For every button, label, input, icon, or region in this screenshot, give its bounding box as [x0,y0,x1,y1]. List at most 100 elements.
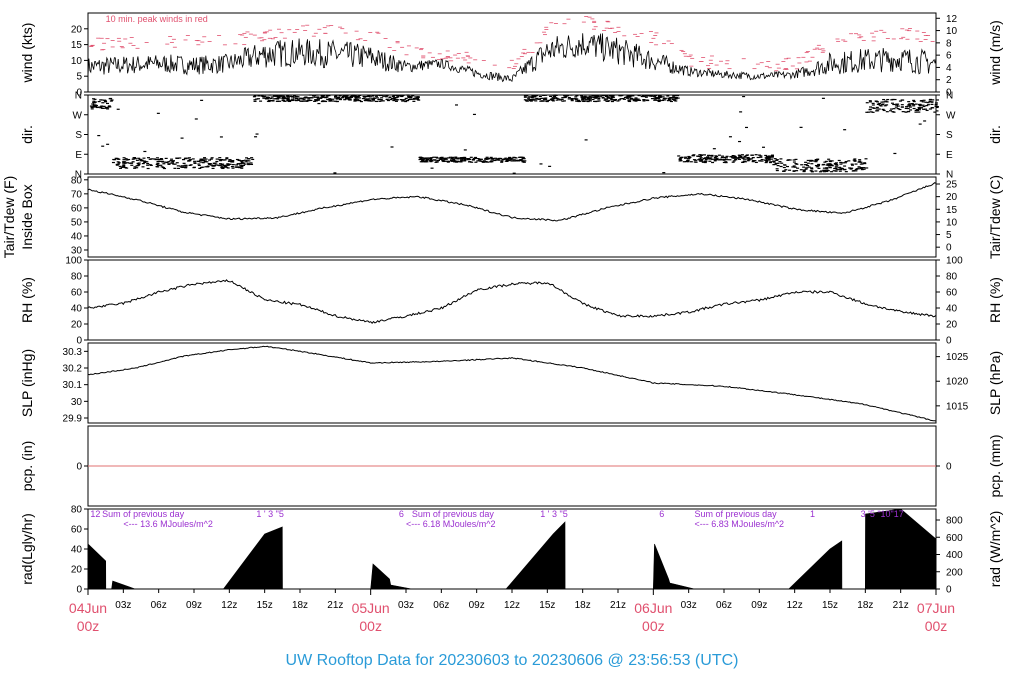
ytick-label-right: 0 [946,243,952,254]
ylabel-right: rad (W/m^2) [987,511,1003,588]
ytick-label-left: 70 [71,189,83,200]
ylabel-left: Tair/Tdew (F) [1,176,17,258]
ytick-label-right: 10 [946,26,958,37]
rad-annotation: 12 [90,509,100,519]
ytick-label-left: 0 [76,585,82,596]
x-day-hour-label: 00z [642,618,665,634]
chart-title: UW Rooftop Data for 20230603 to 20230606… [286,652,739,669]
ytick-label-left: 30.1 [63,380,83,391]
ylabel-right: dir. [987,125,1003,144]
rad-annotation: <--- 13.6 MJoules/m^2 [123,519,213,529]
ytick-label-left: 30 [71,245,83,256]
x-day-hour-label: 00z [925,618,948,634]
panel-temp: Tair/Tdew (F) Inside Box Tair/Tdew (C) 30 40… [1,175,1003,259]
ytick-label-left: 60 [71,525,83,536]
x-tick-label: 03z [115,600,131,611]
series-wind [87,33,937,83]
ytick-label-right: 0 [946,462,952,473]
ytick-label-right: 12 [946,14,958,25]
x-tick-label: 15z [257,600,273,611]
rad-annotation: 1 ' 3 "5 [540,509,567,519]
rad-annotation: <--- 6.18 MJoules/m^2 [406,519,496,529]
ytick-label-right: 600 [946,533,963,544]
ytick-label-right: 25 [946,180,958,191]
x-tick-label: 09z [469,600,485,611]
ytick-label-left: 5 [76,72,82,83]
ytick-label-left: 10 [71,56,83,67]
x-tick-label: 18z [857,600,873,611]
x-axis: 03z 06z 09z 12z 15z 18z 21z 03z 06z 09z 12z 15z 18z 2… [69,589,955,634]
x-day-label: 04Jun [69,600,107,616]
ytick-label-left: 100 [65,256,82,267]
ylabel-left: Inside Box [19,184,35,249]
panel-frame [87,176,937,258]
ylabel-left: wind (kts) [19,23,35,84]
ytick-label-left: 30.2 [63,364,83,375]
x-day-hour-label: 00z [359,618,382,634]
series-rad [87,508,937,590]
panel-frame [87,259,937,341]
ytick-label-left: 20 [71,24,83,35]
ytick-label-left: 80 [71,175,83,186]
ytick-label-right: N [946,170,953,181]
ytick-label-right: 80 [946,272,958,283]
ytick-label-right: E [946,150,953,161]
panel-dir: dir. dir.N NE ES SW WN N [19,91,1003,181]
ytick-label-right: 8 [946,38,952,49]
ytick-label-left: 30 [71,397,83,408]
ytick-label-right: 100 [946,256,963,267]
rad-annotation: 1 ' 3 "5 [256,509,283,519]
ylabel-left: pcp. (in) [19,441,35,492]
wind-annotation: 10 min. peak winds in red [106,14,208,24]
ytick-label-left: 50 [71,217,83,228]
ytick-label-right: W [946,110,956,121]
x-tick-label: 21z [610,600,626,611]
ytick-label-right: 2 [946,75,952,86]
ytick-label-right: 20 [946,320,958,331]
x-tick-label: 12z [221,600,237,611]
rad-annotation: <--- 6.83 MJoules/m^2 [695,519,785,529]
panel-wind: wind (kts) wind (m/s)0510152002468101210 … [19,12,1003,99]
ylabel-right: wind (m/s) [987,20,1003,86]
ytick-label-left: 0 [76,462,82,473]
panel-frame [87,342,937,424]
ytick-label-right: 1015 [946,401,969,412]
rad-annotation: 6 [399,509,404,519]
rad-annotation: 6 [659,509,664,519]
ylabel-right: RH (%) [987,277,1003,323]
x-tick-label: 09z [751,600,767,611]
ytick-label-left: S [75,130,82,141]
ylabel-left: RH (%) [19,277,35,323]
x-tick-label: 21z [327,600,343,611]
rad-annotation: Sum of previous day [695,509,778,519]
panels: wind (kts) wind (m/s)0510152002468101210 … [1,12,1003,596]
ytick-label-left: W [73,110,83,121]
x-tick-label: 21z [893,600,909,611]
x-tick-label: 09z [186,600,202,611]
ylabel-left: dir. [19,125,35,144]
ytick-label-left: 80 [71,505,83,516]
ytick-label-left: 40 [71,304,83,315]
ytick-label-left: 0 [76,336,82,347]
panel-frame [87,12,937,93]
x-tick-label: 15z [539,600,555,611]
x-tick-label: 03z [398,600,414,611]
x-tick-label: 06z [716,600,732,611]
ytick-label-right: 0 [946,585,952,596]
ytick-label-right: N [946,91,953,102]
panel-slp: SLP (inHg) SLP (hPa) 29.9 30 30.1 30.2 30.3 101… [19,342,1003,425]
ytick-label-left: 15 [71,40,83,51]
ytick-label-left: 40 [71,545,83,556]
ylabel-right: Tair/Tdew (C) [987,175,1003,259]
series-rh [87,279,937,324]
panel-rh: RH (%) RH (%) 0 20 40 60 80 100 0 20 40 60 80 100 [19,256,1003,347]
rad-annotation: 3 '5 "10"17 [861,509,904,519]
ytick-label-left: 29.9 [63,414,83,425]
x-day-label: 06Jun [634,600,672,616]
ytick-label-right: 4 [946,63,952,74]
ytick-label-left: 60 [71,288,83,299]
ytick-label-right: S [946,130,953,141]
x-tick-label: 03z [681,600,697,611]
rad-annotation: Sum of previous day [412,509,495,519]
ytick-label-left: E [75,150,82,161]
